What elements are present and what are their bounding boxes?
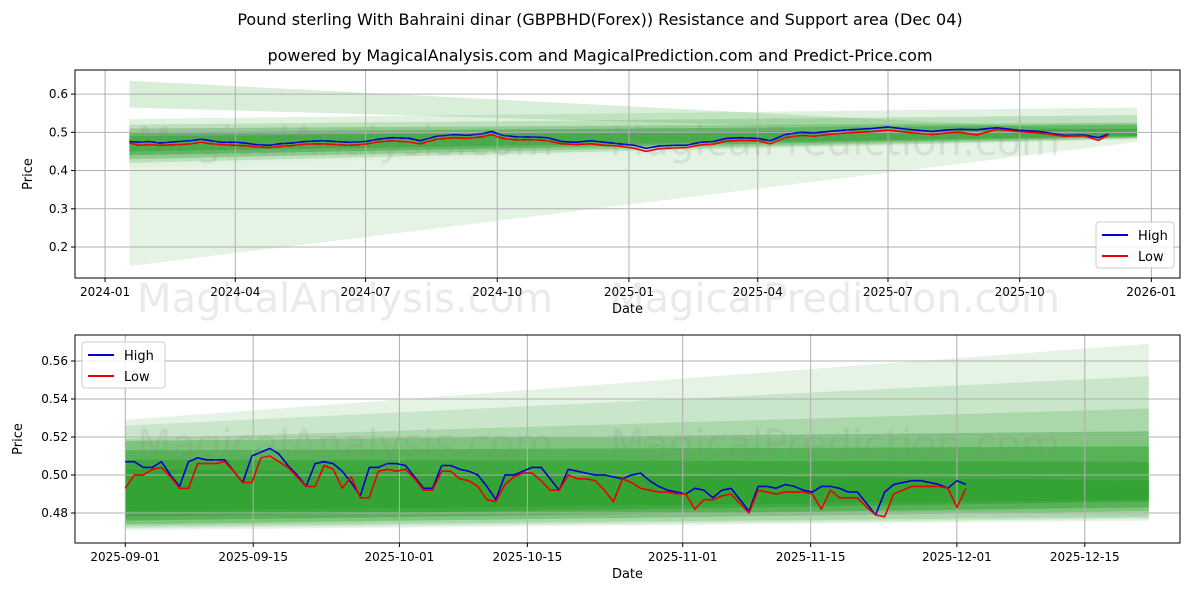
y-axis-label: Price bbox=[21, 158, 36, 190]
y-tick-label: 0.54 bbox=[41, 392, 68, 406]
chart-subtitle: powered by MagicalAnalysis.com and Magic… bbox=[267, 46, 933, 65]
x-axis-label: Date bbox=[612, 567, 643, 582]
y-axis-label: Price bbox=[11, 423, 26, 455]
watermark-text: MagicalAnalysis.com bbox=[137, 119, 553, 165]
x-tick-label: 2025-11-01 bbox=[648, 550, 718, 564]
x-tick-label: 2024-10 bbox=[472, 285, 522, 299]
x-tick-label: 2025-10-15 bbox=[492, 550, 562, 564]
y-tick-label: 0.2 bbox=[49, 240, 68, 254]
x-tick-label: 2025-10-01 bbox=[365, 550, 435, 564]
series-line-high bbox=[129, 126, 1109, 150]
legend-label-high: High bbox=[124, 349, 154, 364]
y-tick-label: 0.48 bbox=[41, 506, 68, 520]
chart-bottom: 2025-09-01 2025-09-15 2025-10-01 2025-10-15… bbox=[11, 334, 1181, 582]
plot-area bbox=[75, 70, 1180, 278]
chart-top: 2024-01 2024-04 2024-07 2024-10 2025-01 2025-… bbox=[21, 69, 1181, 317]
chart-title: Pound sterling With Bahraini dinar (GBPB… bbox=[237, 10, 963, 29]
x-tick-label: 2026-01 bbox=[1126, 285, 1176, 299]
x-tick-label: 2025-07 bbox=[863, 285, 913, 299]
y-tick-label: 0.4 bbox=[49, 164, 68, 178]
y-tick-label: 0.5 bbox=[49, 125, 68, 139]
watermark-text: MagicalPrediction.com bbox=[610, 422, 1060, 468]
axes-frame bbox=[74, 69, 1181, 279]
series-line-high bbox=[125, 447, 967, 516]
y-tick-label: 0.56 bbox=[41, 354, 68, 368]
x-tick-label: 2025-12-15 bbox=[1050, 550, 1120, 564]
x-tick-label: 2025-04 bbox=[733, 285, 783, 299]
support-resistance-band bbox=[129, 128, 1138, 152]
y-tick-label: 0.3 bbox=[49, 202, 68, 216]
x-tick-label: 2024-01 bbox=[80, 285, 130, 299]
watermark-text: MagicalPrediction.com bbox=[610, 119, 1060, 165]
x-tick-label: 2025-12-01 bbox=[922, 550, 992, 564]
x-axis-label: Date bbox=[612, 302, 643, 317]
x-tick-label: 2025-10 bbox=[995, 285, 1045, 299]
x-tick-label: 2025-01 bbox=[604, 285, 654, 299]
axes-frame bbox=[74, 334, 1181, 544]
x-tick-label: 2024-04 bbox=[210, 285, 260, 299]
legend-label-low: Low bbox=[1138, 250, 1164, 265]
y-tick-label: 0.50 bbox=[41, 468, 68, 482]
x-tick-label: 2024-07 bbox=[340, 285, 390, 299]
plot-area bbox=[75, 335, 1180, 543]
watermark-text: MagicalAnalysis.com bbox=[137, 422, 553, 468]
watermark-text: MagicalPrediction.com bbox=[610, 276, 1060, 322]
x-tick-label: 2025-09-01 bbox=[90, 550, 160, 564]
series-line-low bbox=[124, 455, 967, 518]
x-tick-label: 2025-11-15 bbox=[776, 550, 846, 564]
support-resistance-band bbox=[129, 139, 1138, 267]
y-tick-label: 0.52 bbox=[41, 430, 68, 444]
series-line-low bbox=[129, 128, 1109, 153]
legend: High Low bbox=[81, 341, 166, 389]
legend-label-low: Low bbox=[124, 370, 150, 385]
legend: High Low bbox=[1095, 221, 1175, 269]
watermark-text: MagicalAnalysis.com bbox=[137, 276, 553, 322]
x-tick-label: 2025-09-15 bbox=[218, 550, 288, 564]
legend-label-high: High bbox=[1138, 229, 1168, 244]
y-tick-label: 0.6 bbox=[49, 87, 68, 101]
support-resistance-band bbox=[125, 469, 1149, 512]
